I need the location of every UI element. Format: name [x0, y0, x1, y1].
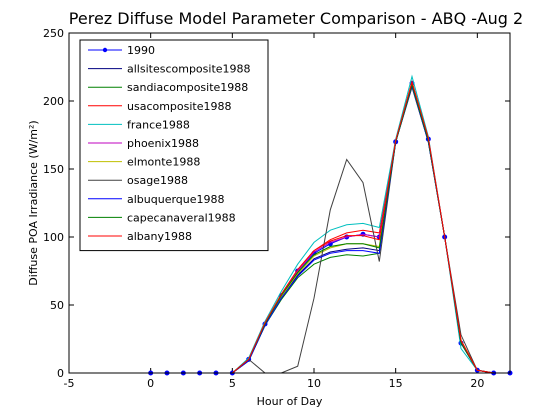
series-lines — [148, 74, 513, 376]
y-tick-label: 50 — [50, 299, 64, 312]
y-tick-label: 100 — [43, 231, 64, 244]
legend-entry: france1988 — [127, 118, 190, 131]
legend-entry: osage1988 — [127, 174, 188, 187]
x-tick-label: 0 — [147, 377, 154, 390]
x-tick-label: -5 — [64, 377, 75, 390]
legend-entry: 1990 — [127, 44, 155, 57]
plot-frame — [68, 32, 511, 374]
y-tick-label: 200 — [43, 95, 64, 108]
legend: 1990 allsitescomposite1988 sandiacomposite… — [79, 39, 269, 252]
legend-entry: albuquerque1988 — [127, 193, 225, 206]
legend-entry: albany1988 — [127, 230, 192, 243]
chart-title: Perez Diffuse Model Parameter Comparison… — [69, 9, 523, 28]
y-tick-label: 250 — [43, 27, 64, 40]
y-axis-label: Diffuse POA Irradiance (W/m²) — [27, 120, 40, 285]
legend-box — [79, 39, 269, 252]
legend-entry: capecanaveral1988 — [127, 211, 236, 224]
legend-entry: usacomposite1988 — [127, 100, 232, 113]
x-tick-label: 20 — [470, 377, 484, 390]
x-axis-label: Hour of Day — [257, 395, 323, 408]
y-tick-label: 150 — [43, 163, 64, 176]
legend-marker — [102, 47, 108, 53]
legend-entry: phoenix1988 — [127, 137, 199, 150]
legend-entry: allsitescomposite1988 — [127, 63, 251, 76]
legend-entry: sandiacomposite1988 — [127, 81, 248, 94]
x-tick-label: 5 — [229, 377, 236, 390]
legend-entry: elmonte1988 — [127, 156, 200, 169]
x-tick-label: 15 — [389, 377, 403, 390]
series-line-albany1988 — [231, 80, 494, 374]
y-tick-label: 0 — [57, 367, 64, 380]
x-tick-label: 10 — [307, 377, 321, 390]
